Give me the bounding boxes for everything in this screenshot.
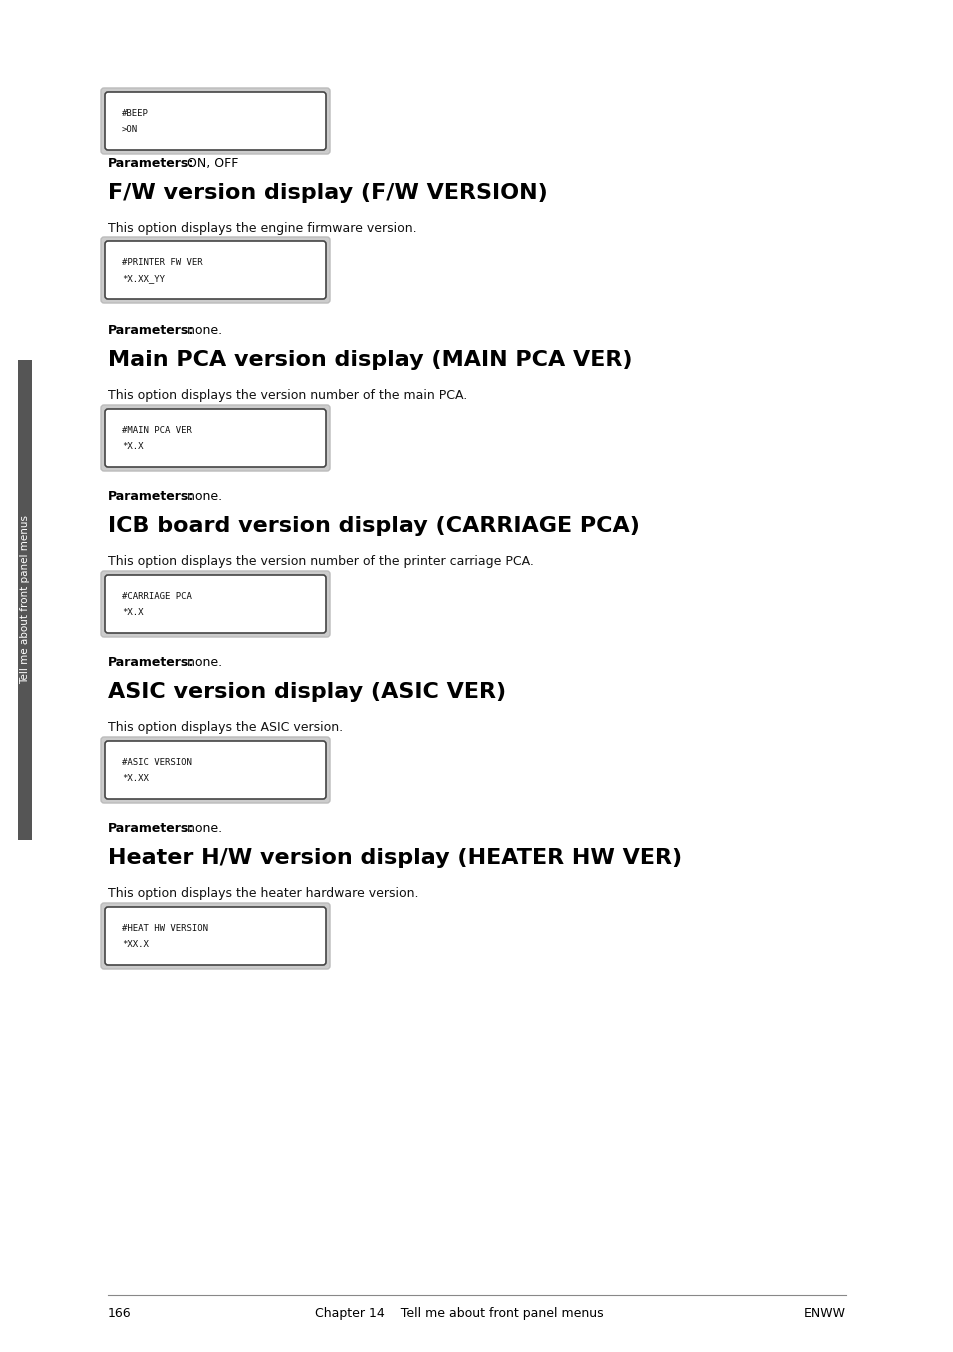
FancyBboxPatch shape (105, 741, 326, 799)
Text: This option displays the ASIC version.: This option displays the ASIC version. (108, 721, 343, 734)
Text: Parameters:: Parameters: (108, 822, 194, 836)
FancyBboxPatch shape (101, 88, 330, 154)
Text: This option displays the version number of the printer carriage PCA.: This option displays the version number … (108, 556, 534, 568)
Text: none.: none. (183, 324, 222, 337)
Text: Chapter 14    Tell me about front panel menus: Chapter 14 Tell me about front panel men… (314, 1307, 603, 1320)
Text: *XX.X: *XX.X (122, 940, 149, 949)
Text: This option displays the engine firmware version.: This option displays the engine firmware… (108, 222, 416, 235)
Text: This option displays the heater hardware version.: This option displays the heater hardware… (108, 887, 418, 900)
FancyBboxPatch shape (105, 241, 326, 299)
Bar (18, 360, 32, 840)
Text: #CARRIAGE PCA: #CARRIAGE PCA (122, 592, 192, 602)
Text: ASIC version display (ASIC VER): ASIC version display (ASIC VER) (108, 681, 506, 702)
Text: #MAIN PCA VER: #MAIN PCA VER (122, 426, 192, 435)
FancyBboxPatch shape (101, 571, 330, 637)
FancyBboxPatch shape (105, 410, 326, 466)
Text: *X.XX: *X.XX (122, 773, 149, 783)
FancyBboxPatch shape (105, 907, 326, 965)
Text: Parameters:: Parameters: (108, 656, 194, 669)
Text: #PRINTER FW VER: #PRINTER FW VER (122, 258, 202, 266)
Text: none.: none. (183, 489, 222, 503)
Text: Main PCA version display (MAIN PCA VER): Main PCA version display (MAIN PCA VER) (108, 350, 632, 370)
FancyBboxPatch shape (105, 575, 326, 633)
Text: F/W version display (F/W VERSION): F/W version display (F/W VERSION) (108, 183, 547, 203)
FancyBboxPatch shape (105, 92, 326, 150)
Text: Heater H/W version display (HEATER HW VER): Heater H/W version display (HEATER HW VE… (108, 848, 681, 868)
FancyBboxPatch shape (101, 406, 330, 470)
Text: This option displays the version number of the main PCA.: This option displays the version number … (108, 389, 467, 402)
Text: *X.X: *X.X (122, 442, 143, 452)
FancyBboxPatch shape (101, 903, 330, 969)
Text: *X.XX_YY: *X.XX_YY (122, 274, 165, 283)
Text: none.: none. (183, 822, 222, 836)
Text: ENWW: ENWW (803, 1307, 845, 1320)
Text: Parameters:: Parameters: (108, 324, 194, 337)
Text: ICB board version display (CARRIAGE PCA): ICB board version display (CARRIAGE PCA) (108, 516, 639, 535)
Text: #ASIC VERSION: #ASIC VERSION (122, 758, 192, 767)
FancyBboxPatch shape (101, 237, 330, 303)
Text: ON, OFF: ON, OFF (183, 157, 238, 170)
Text: Parameters:: Parameters: (108, 157, 194, 170)
Text: #BEEP: #BEEP (122, 110, 149, 118)
Text: *X.X: *X.X (122, 608, 143, 617)
Text: 166: 166 (108, 1307, 132, 1320)
Text: Tell me about front panel menus: Tell me about front panel menus (20, 515, 30, 684)
Text: Parameters:: Parameters: (108, 489, 194, 503)
Text: #HEAT HW VERSION: #HEAT HW VERSION (122, 923, 208, 933)
Text: none.: none. (183, 656, 222, 669)
Text: >ON: >ON (122, 124, 138, 134)
FancyBboxPatch shape (101, 737, 330, 803)
